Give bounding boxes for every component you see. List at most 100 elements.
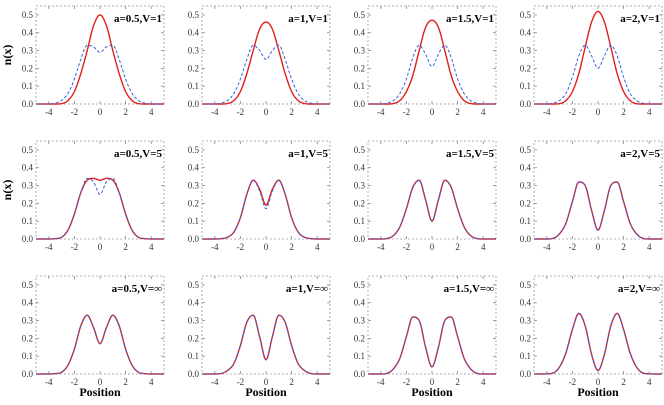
x-tick-label: -4 <box>543 377 551 387</box>
y-tick-label: 0.0 <box>22 369 34 379</box>
y-tick-label: 0.2 <box>354 333 365 343</box>
y-tick-label: 0.5 <box>520 145 532 155</box>
y-tick-label: 0.2 <box>22 63 33 73</box>
series-line-dashed <box>202 44 330 105</box>
x-tick-label: -2 <box>237 107 245 117</box>
series-line-solid <box>368 316 496 375</box>
x-tick-label: 0 <box>430 107 435 117</box>
x-axis-title: Position <box>245 385 287 399</box>
y-tick-label: 0.1 <box>354 216 365 226</box>
panel: -4 -2 0 2 4 0.0 0.1 0.2 0.3 0.4 0.5 a=1,V=5 <box>188 140 331 252</box>
y-tick-label: 0.4 <box>354 298 366 308</box>
y-tick-label: 0.1 <box>22 81 33 91</box>
x-tick-label: 4 <box>149 107 154 117</box>
y-tick-label: 0.3 <box>22 181 34 191</box>
series-line-dashed <box>368 44 496 105</box>
y-tick-label: 0.5 <box>354 145 366 155</box>
y-tick-label: 0.0 <box>520 369 532 379</box>
series-line-dashed <box>202 314 330 375</box>
y-tick-label: 0.3 <box>22 316 34 326</box>
y-tick-label: 0.4 <box>22 28 34 38</box>
x-tick-label: 0 <box>98 377 103 387</box>
x-tick-label: 0 <box>264 107 269 117</box>
y-tick-label: 0.5 <box>520 10 532 20</box>
x-tick-label: -4 <box>45 107 53 117</box>
series-line-dashed <box>368 316 496 375</box>
series-line-solid <box>368 179 496 240</box>
y-tick-label: 0.1 <box>22 216 33 226</box>
x-tick-label: 4 <box>481 107 486 117</box>
x-tick-label: 0 <box>596 107 601 117</box>
panel-label: a=2,V=1 <box>620 13 660 25</box>
panel: -4 -2 0 2 4 0.0 0.1 0.2 0.3 0.4 0.5 a=1.5,V=∞ <box>354 275 497 387</box>
y-tick-label: 0.3 <box>520 316 532 326</box>
y-tick-label: 0.3 <box>354 316 366 326</box>
y-tick-label: 0.4 <box>188 28 200 38</box>
x-tick-label: -2 <box>403 107 411 117</box>
x-tick-label: 0 <box>98 107 103 117</box>
x-tick-label: 0 <box>264 242 269 252</box>
series-line-dashed <box>534 181 662 240</box>
y-tick-label: 0.1 <box>520 216 531 226</box>
y-tick-label: 0.1 <box>354 351 365 361</box>
panel-label: a=1,V=1 <box>288 13 328 25</box>
y-tick-label: 0.5 <box>520 280 532 290</box>
x-tick-label: 2 <box>123 377 128 387</box>
y-tick-label: 0.0 <box>188 369 200 379</box>
x-tick-label: 2 <box>455 242 460 252</box>
panel-label: a=1,V=5 <box>288 148 328 160</box>
y-tick-label: 0.4 <box>354 28 366 38</box>
x-tick-label: 4 <box>647 107 652 117</box>
series-line-dashed <box>368 179 496 240</box>
x-tick-label: -4 <box>377 107 385 117</box>
series-line-solid <box>202 314 330 375</box>
x-tick-label: -4 <box>45 242 53 252</box>
y-tick-label: 0.3 <box>188 316 200 326</box>
x-tick-label: -4 <box>377 242 385 252</box>
y-tick-label: 0.1 <box>354 81 365 91</box>
x-tick-label: -4 <box>45 377 53 387</box>
x-tick-label: 2 <box>621 242 626 252</box>
x-tick-label: -4 <box>543 107 551 117</box>
series-line-solid <box>36 177 164 240</box>
x-tick-label: 2 <box>123 242 128 252</box>
y-tick-label: 0.3 <box>22 46 34 56</box>
x-tick-label: 0 <box>430 242 435 252</box>
y-tick-label: 0.2 <box>520 63 531 73</box>
y-tick-label: 0.3 <box>520 181 532 191</box>
x-axis-title: Position <box>79 385 121 399</box>
series-line-dashed <box>534 312 662 375</box>
y-tick-label: 0.5 <box>188 145 200 155</box>
panel-label: a=1.5,V=1 <box>446 13 494 25</box>
x-axis-title: Position <box>411 385 453 399</box>
y-tick-label: 0.4 <box>188 163 200 173</box>
x-tick-label: 2 <box>621 107 626 117</box>
y-tick-label: 0.1 <box>520 351 531 361</box>
y-tick-label: 0.5 <box>188 280 200 290</box>
panel-label: a=1,V=∞ <box>286 283 328 295</box>
series-line-solid <box>534 10 662 105</box>
x-tick-label: 4 <box>481 377 486 387</box>
y-tick-label: 0.2 <box>354 63 365 73</box>
panel-label: a=0.5,V=1 <box>114 13 162 25</box>
panel: -4 -2 0 2 4 0.0 0.1 0.2 0.3 0.4 0.5 a=2,V=1 <box>520 5 663 117</box>
series-line-dashed <box>534 44 662 105</box>
x-tick-label: -2 <box>71 242 79 252</box>
x-tick-label: -4 <box>543 242 551 252</box>
panel: -4 -2 0 2 4 0.0 0.1 0.2 0.3 0.4 0.5 a=0.5,V=∞ <box>22 275 165 387</box>
y-tick-label: 0.5 <box>188 10 200 20</box>
y-tick-label: 0.3 <box>354 181 366 191</box>
x-tick-label: 2 <box>289 107 294 117</box>
y-tick-label: 0.2 <box>188 198 199 208</box>
series-line-solid <box>202 179 330 240</box>
panel: -4 -2 0 2 4 0.0 0.1 0.2 0.3 0.4 0.5 a=1.5,V=1 <box>354 5 497 117</box>
y-tick-label: 0.4 <box>520 163 532 173</box>
y-tick-label: 0.4 <box>520 298 532 308</box>
y-tick-label: 0.1 <box>188 81 199 91</box>
panel: -4 -2 0 2 4 0.0 0.1 0.2 0.3 0.4 0.5 a=0.5,V=1 <box>22 5 165 117</box>
series-line-solid <box>202 21 330 105</box>
y-tick-label: 0.0 <box>188 234 200 244</box>
y-tick-label: 0.3 <box>188 181 200 191</box>
y-tick-label: 0.2 <box>188 333 199 343</box>
y-tick-label: 0.3 <box>188 46 200 56</box>
